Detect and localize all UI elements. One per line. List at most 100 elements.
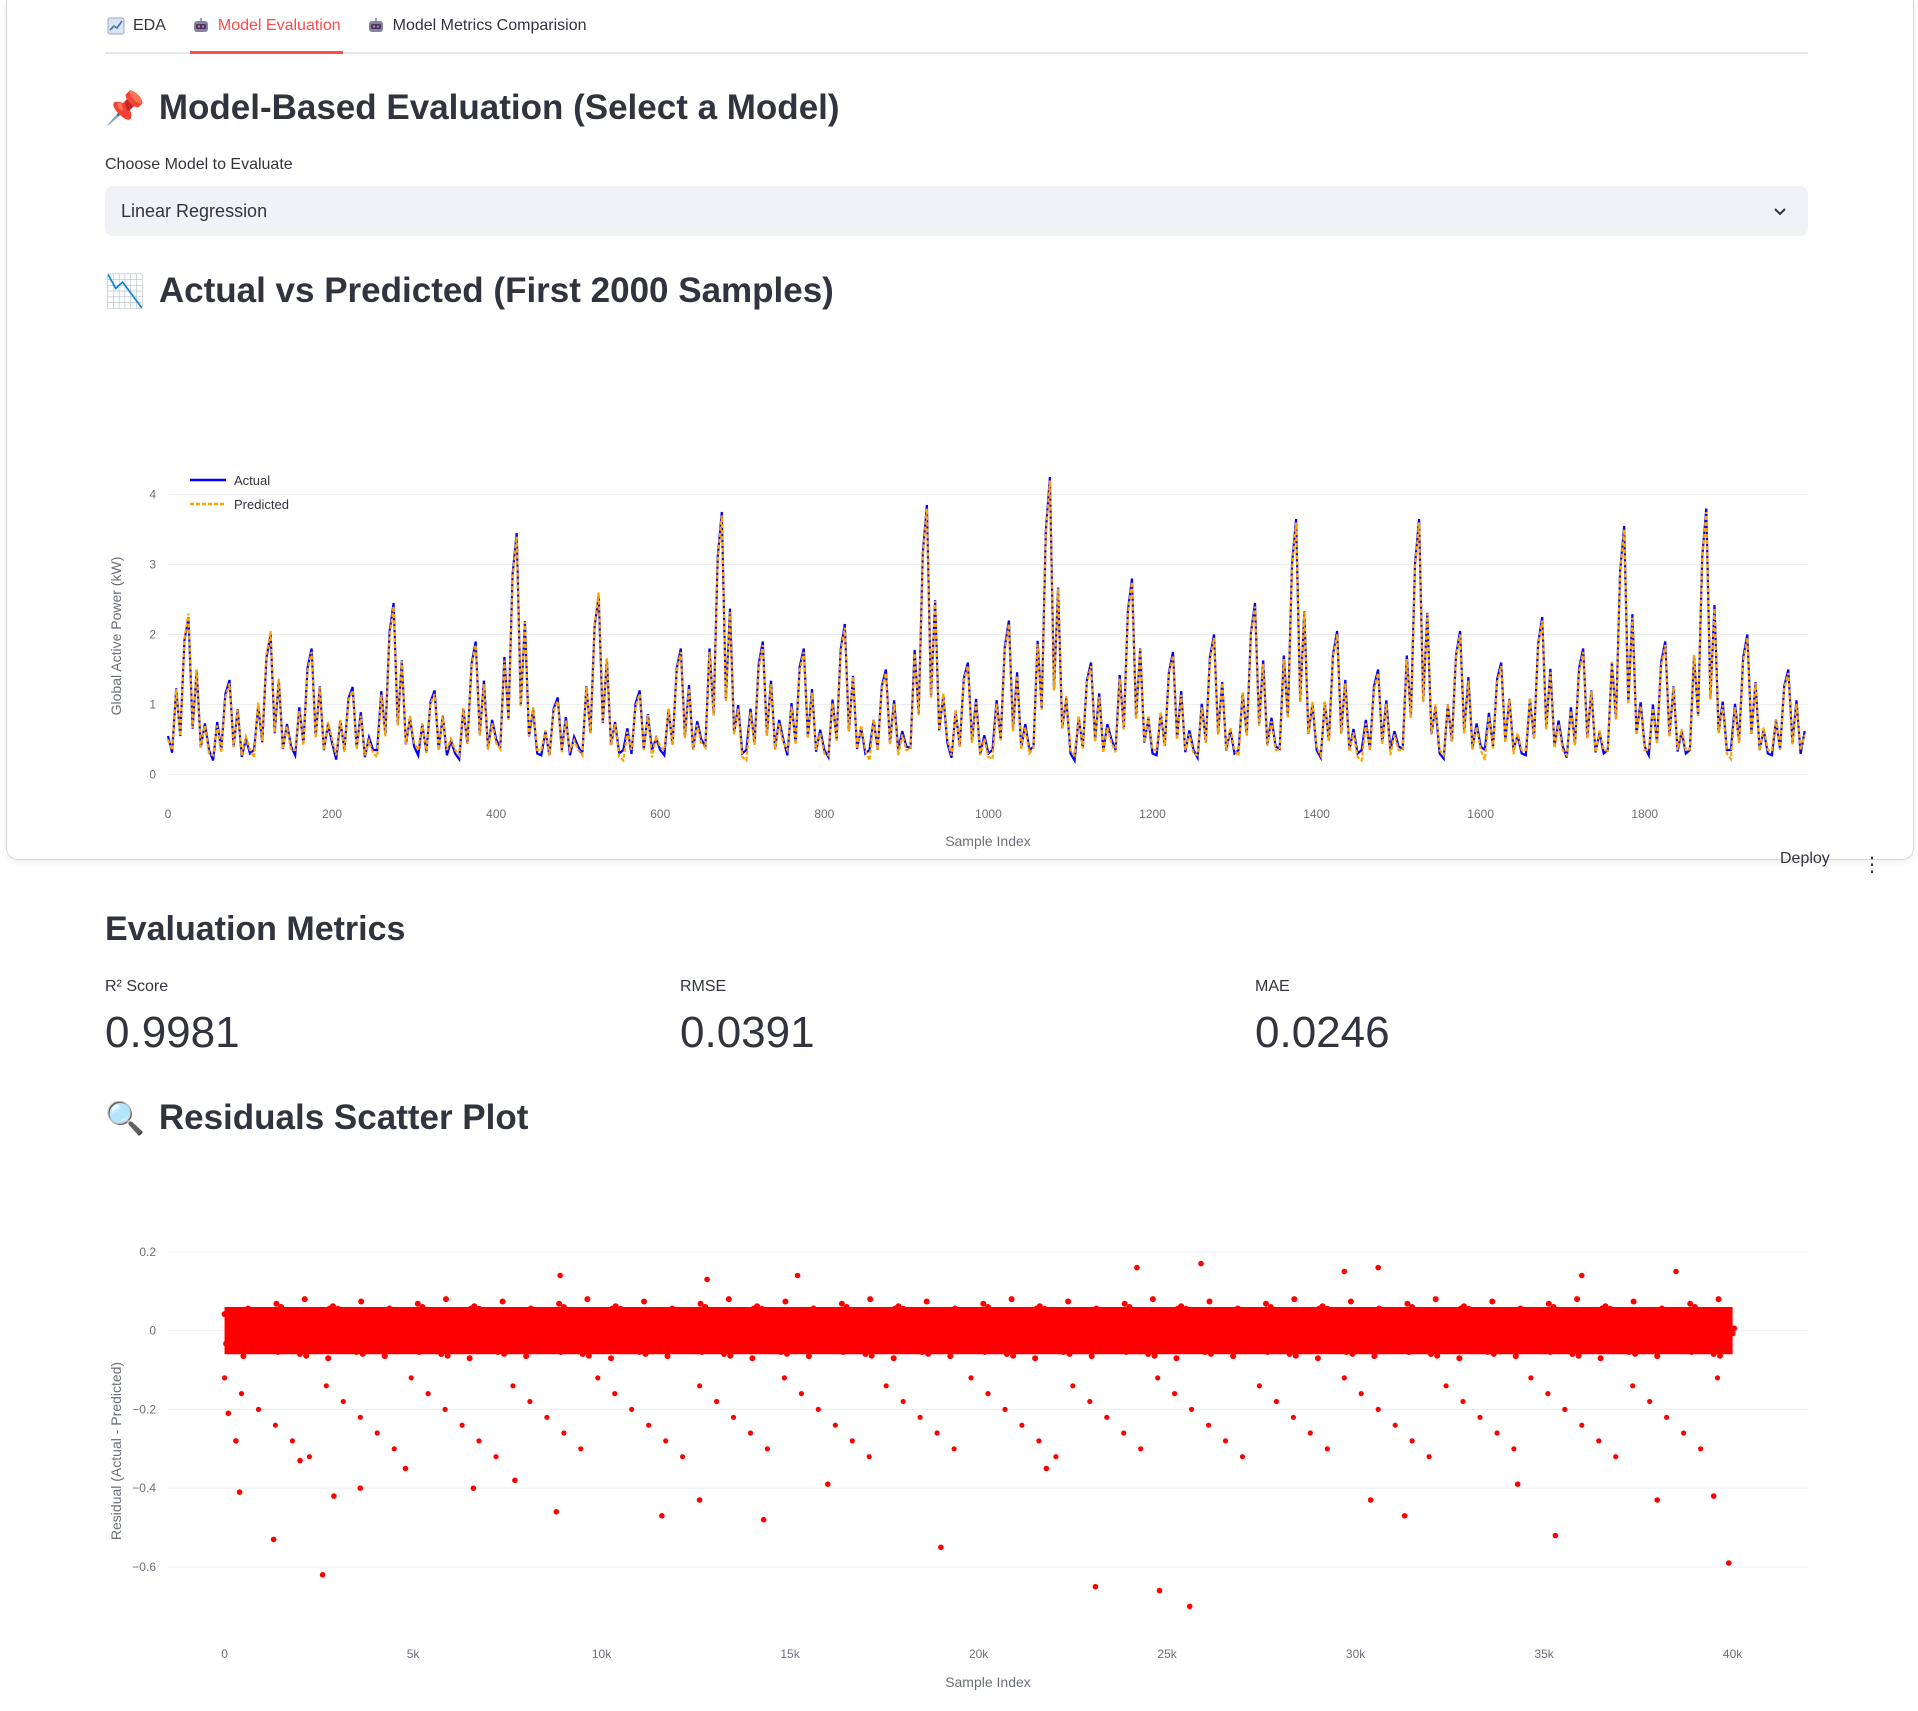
residual-point — [1070, 1383, 1076, 1389]
residual-point — [868, 1352, 875, 1359]
residual-point — [273, 1300, 280, 1307]
residual-point — [1630, 1383, 1636, 1389]
residual-point — [270, 1536, 277, 1543]
x-tick-label: 1800 — [1631, 807, 1658, 821]
line-section-title: Actual vs Predicted (First 2000 Samples) — [158, 271, 834, 310]
residual-point — [331, 1493, 337, 1499]
metric-label: R² Score — [105, 978, 169, 995]
residual-point — [659, 1513, 665, 1519]
upper-panel — [6, 0, 1914, 860]
residual-point — [1230, 1353, 1237, 1360]
residual-point — [402, 1465, 409, 1472]
residual-point — [980, 1300, 987, 1307]
residual-point — [595, 1375, 601, 1381]
x-tick-label: 400 — [486, 807, 506, 821]
residual-point — [697, 1383, 703, 1389]
tab-label: Model Metrics Comparision — [392, 17, 587, 34]
residual-point — [934, 1430, 940, 1436]
residual-point — [297, 1457, 303, 1464]
residual-point — [1206, 1422, 1212, 1428]
residual-point — [1053, 1454, 1059, 1460]
main-menu-icon[interactable]: ⋮ — [1862, 854, 1882, 876]
model-section-heading: 📌 Model-Based Evaluation (Select a Model… — [105, 88, 840, 128]
chart-decreasing-icon: 📉 — [105, 273, 145, 309]
chart-increasing-icon — [107, 17, 125, 35]
residual-point — [883, 1383, 889, 1389]
y-tick-label: −0.6 — [132, 1560, 156, 1574]
pushpin-icon: 📌 — [105, 90, 145, 126]
residual-point — [1460, 1398, 1466, 1405]
x-tick-label: 5k — [407, 1647, 421, 1661]
metric-value: 0.0391 — [680, 1008, 815, 1057]
residual-point — [325, 1355, 332, 1362]
line-section-heading: 📉 Actual vs Predicted (First 2000 Sample… — [105, 271, 834, 311]
deploy-button[interactable]: Deploy — [1780, 850, 1830, 867]
residual-point — [730, 1414, 737, 1420]
residual-point — [1477, 1414, 1483, 1420]
residual-point — [553, 1509, 560, 1515]
residual-point — [815, 1406, 821, 1412]
residual-point — [1206, 1298, 1213, 1305]
residual-point — [1172, 1391, 1178, 1397]
y-tick-label: 0 — [149, 768, 156, 782]
residual-point — [832, 1422, 838, 1428]
residual-point — [1545, 1391, 1551, 1397]
residual-point — [557, 1272, 563, 1279]
x-tick-label: 1000 — [975, 807, 1002, 821]
y-tick-label: 1 — [149, 698, 156, 712]
residual-point — [1687, 1300, 1694, 1307]
y-tick-label: −0.4 — [132, 1481, 156, 1495]
residual-point — [222, 1375, 228, 1381]
x-axis-label: Sample Index — [945, 833, 1031, 849]
residual-point — [725, 1296, 732, 1303]
residual-point — [1710, 1493, 1717, 1499]
residual-point — [985, 1391, 991, 1397]
residual-point — [1375, 1406, 1381, 1412]
residual-point — [727, 1352, 734, 1359]
residual-point — [225, 1410, 232, 1417]
tab-model-evaluation[interactable]: Model Evaluation — [189, 0, 343, 54]
residual-point — [1290, 1414, 1296, 1420]
residual-point — [629, 1406, 635, 1412]
residual-point — [585, 1352, 592, 1359]
residual-point — [470, 1485, 477, 1491]
residual-point — [612, 1391, 618, 1397]
residual-point — [760, 1516, 767, 1523]
residual-point — [1426, 1454, 1432, 1460]
residual-point — [1596, 1438, 1602, 1444]
residual-point — [696, 1497, 703, 1503]
residual-point — [1358, 1391, 1364, 1397]
tab-eda[interactable]: EDA — [105, 0, 168, 52]
residual-point — [301, 1296, 308, 1303]
residual-point — [1574, 1296, 1581, 1303]
residual-point — [425, 1391, 431, 1397]
residual-point — [1528, 1375, 1534, 1381]
residual-point — [1341, 1375, 1347, 1381]
x-tick-label: 15k — [780, 1647, 800, 1661]
residual-point — [1008, 1296, 1015, 1303]
residual-point — [664, 1353, 671, 1360]
x-tick-label: 0 — [221, 1647, 228, 1661]
residual-point — [1456, 1355, 1463, 1362]
tab-model-metrics-comparision[interactable]: Model Metrics Comparision — [365, 0, 589, 52]
residual-point — [357, 1414, 363, 1420]
residual-point — [714, 1398, 720, 1405]
residual-point — [890, 1355, 897, 1362]
residual-point — [527, 1398, 533, 1405]
residual-point — [236, 1489, 243, 1495]
residual-point — [1494, 1430, 1500, 1436]
residual-point — [1401, 1513, 1408, 1519]
metric-rmse: RMSE 0.0391 — [680, 978, 815, 1058]
residual-point — [240, 1353, 247, 1360]
residual-point — [938, 1544, 944, 1551]
x-tick-label: 0 — [165, 807, 172, 821]
residual-point — [782, 1298, 789, 1305]
residual-point — [391, 1446, 397, 1452]
metric-r2: R² Score 0.9981 — [105, 978, 240, 1058]
residual-point — [1597, 1355, 1604, 1362]
x-tick-label: 800 — [814, 807, 834, 821]
robot-icon — [193, 18, 208, 32]
residual-point — [1375, 1264, 1381, 1271]
model-select[interactable]: Linear Regression — [105, 186, 1808, 236]
residual-point — [357, 1485, 364, 1491]
